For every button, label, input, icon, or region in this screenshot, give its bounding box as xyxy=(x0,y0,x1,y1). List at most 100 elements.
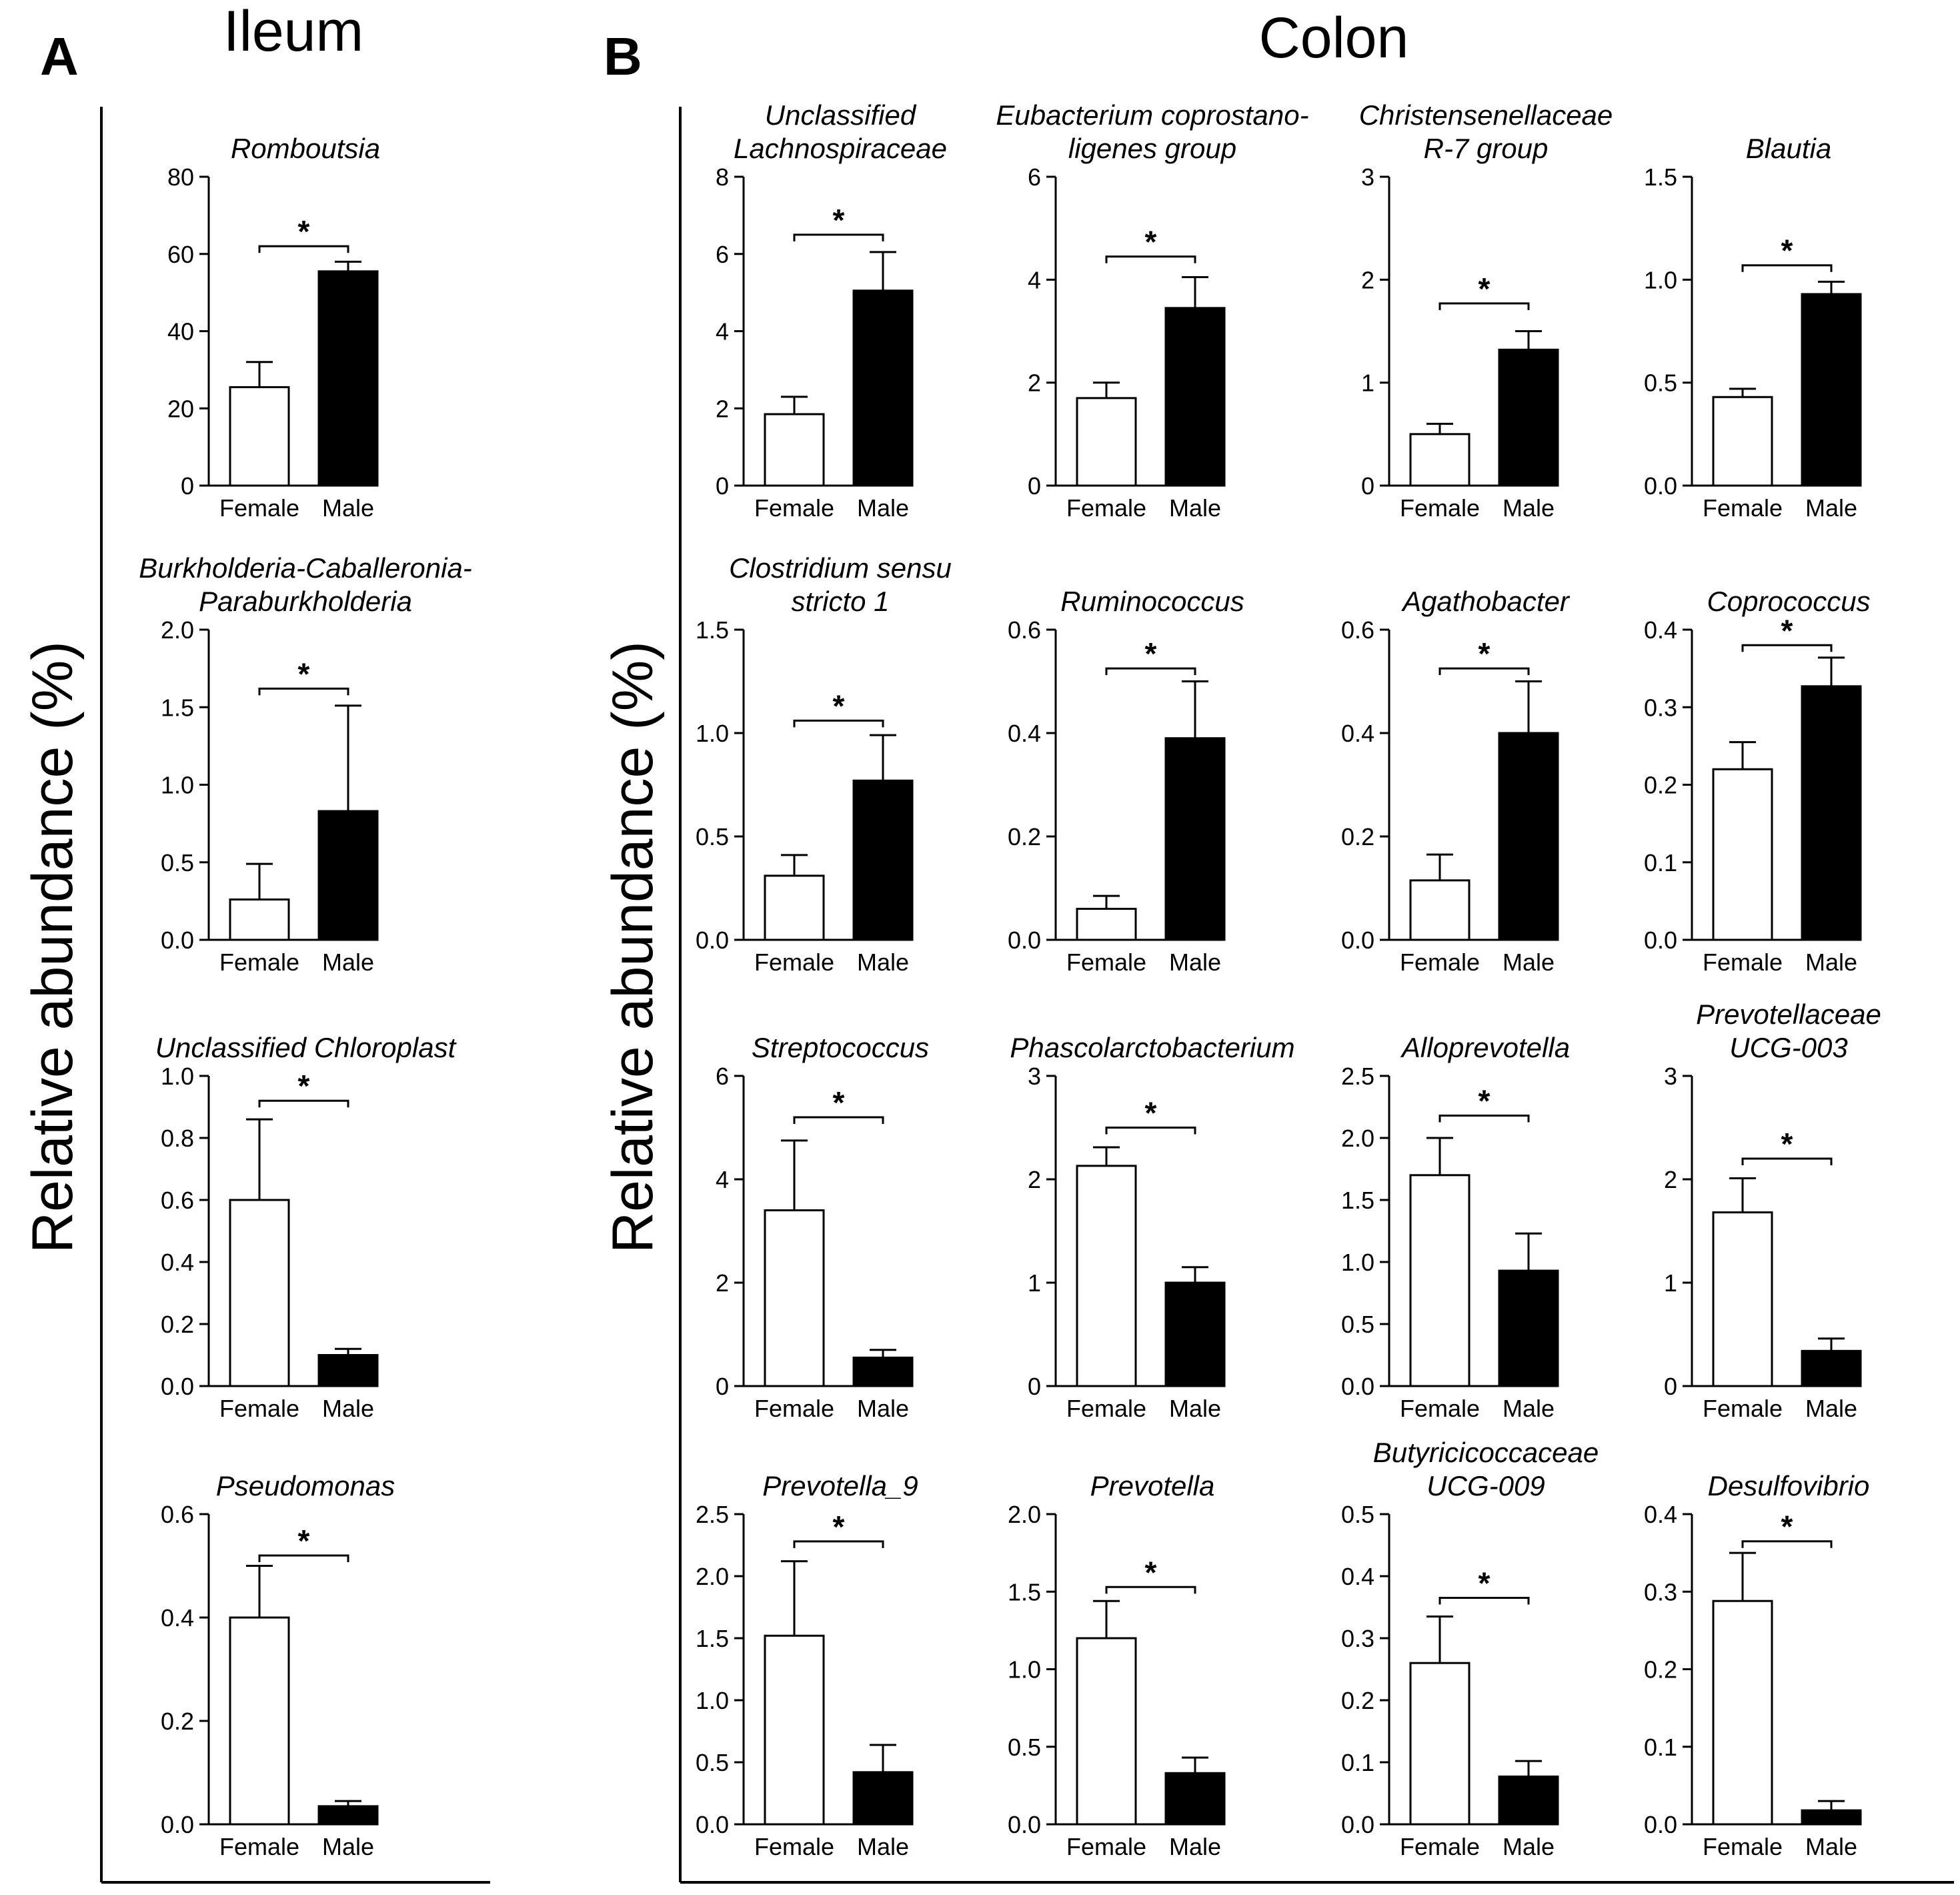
significance-bracket xyxy=(258,687,349,696)
significance-bracket xyxy=(1741,1540,1833,1548)
y-tick-label: 0.2 xyxy=(1008,823,1041,850)
x-tick-label: Female xyxy=(1400,1833,1480,1860)
y-tick-label: 0.4 xyxy=(1341,720,1374,747)
chart-11: Agathobacter 0.0 0.2 0.4 0.6 Female Male * xyxy=(1341,586,1571,976)
x-tick-label: Male xyxy=(1169,949,1221,976)
chart-4: Pseudomonas 0.0 0.2 0.4 0.6 Female Male * xyxy=(161,1470,395,1860)
significance-bracket xyxy=(1105,667,1196,676)
y-tick-label: 2 xyxy=(1361,266,1374,293)
y-tick-label: 0.5 xyxy=(1644,370,1677,397)
chart-title-line: Burkholderia-Caballeronia- xyxy=(139,552,472,584)
x-tick-label: Female xyxy=(219,1833,299,1860)
chart-title-line: stricto 1 xyxy=(791,586,889,617)
significance-bracket xyxy=(1438,1597,1530,1605)
x-tick-label: Female xyxy=(754,949,834,976)
y-tick-label: 0.5 xyxy=(1341,1311,1374,1338)
x-tick-label: Female xyxy=(1400,949,1480,976)
significance-bracket xyxy=(1438,667,1530,676)
y-tick-label: 1.5 xyxy=(696,616,729,644)
bar-female xyxy=(1712,768,1773,941)
chart-title-line: ligenes group xyxy=(1068,133,1236,164)
x-tick-label: Male xyxy=(322,949,374,976)
y-tick-label: 0.3 xyxy=(1644,694,1677,721)
bar-male xyxy=(1164,1772,1226,1826)
chart-title-line: Desulfovibrio xyxy=(1708,1470,1870,1501)
significance-bracket xyxy=(1105,255,1196,263)
bar-male xyxy=(1801,1809,1862,1826)
x-tick-label: Female xyxy=(1066,1833,1146,1860)
y-tick-label: 0 xyxy=(1028,472,1041,500)
bar-female xyxy=(764,1634,825,1826)
bar-male xyxy=(1801,293,1862,487)
y-tick-label: 1.0 xyxy=(1341,1249,1374,1276)
y-tick-label: 0 xyxy=(181,472,194,500)
chart-title-line: Butyricicoccaceae xyxy=(1373,1437,1599,1468)
y-tick-label: 0.6 xyxy=(161,1187,194,1214)
significance-star: * xyxy=(833,203,845,237)
x-tick-label: Male xyxy=(1169,1833,1221,1860)
x-tick-label: Female xyxy=(1066,494,1146,522)
bar-male xyxy=(317,810,379,941)
chart-13: Streptococcus 0 2 4 6 Female Male * xyxy=(716,1032,929,1422)
chart-title-line: Ruminococcus xyxy=(1060,586,1244,617)
y-tick-label: 80 xyxy=(167,163,194,191)
chart-title-line: Paraburkholderia xyxy=(199,586,412,617)
x-tick-label: Male xyxy=(1805,949,1857,976)
y-tick-label: 1 xyxy=(1028,1269,1041,1297)
chart-title-line: Romboutsia xyxy=(231,133,380,164)
chart-title-line: Unclassified Chloroplast xyxy=(155,1032,457,1063)
significance-star: * xyxy=(1145,1555,1157,1590)
y-tick-label: 1.0 xyxy=(161,1063,194,1090)
y-tick-label: 0.0 xyxy=(161,926,194,954)
significance-bracket xyxy=(793,1116,884,1124)
chart-2: Burkholderia-Caballeronia-Paraburkholder… xyxy=(139,552,472,976)
panel-b-letter: B xyxy=(604,27,642,86)
x-tick-label: Male xyxy=(1503,949,1555,976)
y-tick-label: 0.2 xyxy=(161,1311,194,1338)
significance-bracket xyxy=(1438,1115,1530,1123)
y-tick-label: 0.6 xyxy=(1008,616,1041,644)
y-tick-label: 0.2 xyxy=(1644,772,1677,799)
y-tick-label: 0.0 xyxy=(1008,926,1041,954)
x-tick-label: Female xyxy=(754,494,834,522)
y-tick-label: 3 xyxy=(1361,163,1374,191)
y-tick-label: 0.4 xyxy=(161,1604,194,1632)
x-tick-label: Male xyxy=(322,494,374,522)
x-tick-label: Female xyxy=(1703,1833,1783,1860)
y-tick-label: 0.0 xyxy=(696,926,729,954)
y-tick-label: 20 xyxy=(167,395,194,422)
x-tick-label: Female xyxy=(1066,949,1146,976)
y-tick-label: 0.0 xyxy=(161,1373,194,1400)
y-tick-label: 6 xyxy=(716,241,729,268)
bar-female xyxy=(764,874,825,941)
y-tick-label: 1.0 xyxy=(696,1687,729,1714)
significance-bracket xyxy=(1741,644,1833,652)
significance-bracket xyxy=(793,233,884,241)
y-tick-label: 0 xyxy=(1664,1373,1677,1400)
chart-title-line: Streptococcus xyxy=(752,1032,929,1063)
y-tick-label: 0.5 xyxy=(696,823,729,850)
y-tick-label: 0.4 xyxy=(1644,1501,1677,1528)
y-tick-label: 0.1 xyxy=(1341,1749,1374,1776)
bar-female xyxy=(1712,396,1773,487)
significance-star: * xyxy=(298,1069,310,1103)
chart-title-line: Phascolarctobacterium xyxy=(1010,1032,1294,1063)
x-tick-label: Male xyxy=(857,494,909,522)
significance-bracket xyxy=(1105,1586,1196,1594)
significance-bracket xyxy=(258,1554,349,1562)
significance-bracket xyxy=(793,1540,884,1548)
bar-male xyxy=(1801,1349,1862,1387)
bar-male xyxy=(317,270,379,487)
x-tick-label: Female xyxy=(1703,949,1783,976)
significance-star: * xyxy=(1781,1509,1793,1544)
y-tick-label: 60 xyxy=(167,241,194,268)
y-tick-label: 0 xyxy=(1028,1373,1041,1400)
y-tick-label: 0.2 xyxy=(161,1708,194,1735)
significance-star: * xyxy=(1145,636,1157,671)
bar-female xyxy=(1076,1637,1137,1826)
significance-star: * xyxy=(1781,613,1793,648)
y-tick-label: 0.8 xyxy=(161,1125,194,1152)
x-tick-label: Female xyxy=(219,949,299,976)
bar-female xyxy=(229,1199,290,1387)
